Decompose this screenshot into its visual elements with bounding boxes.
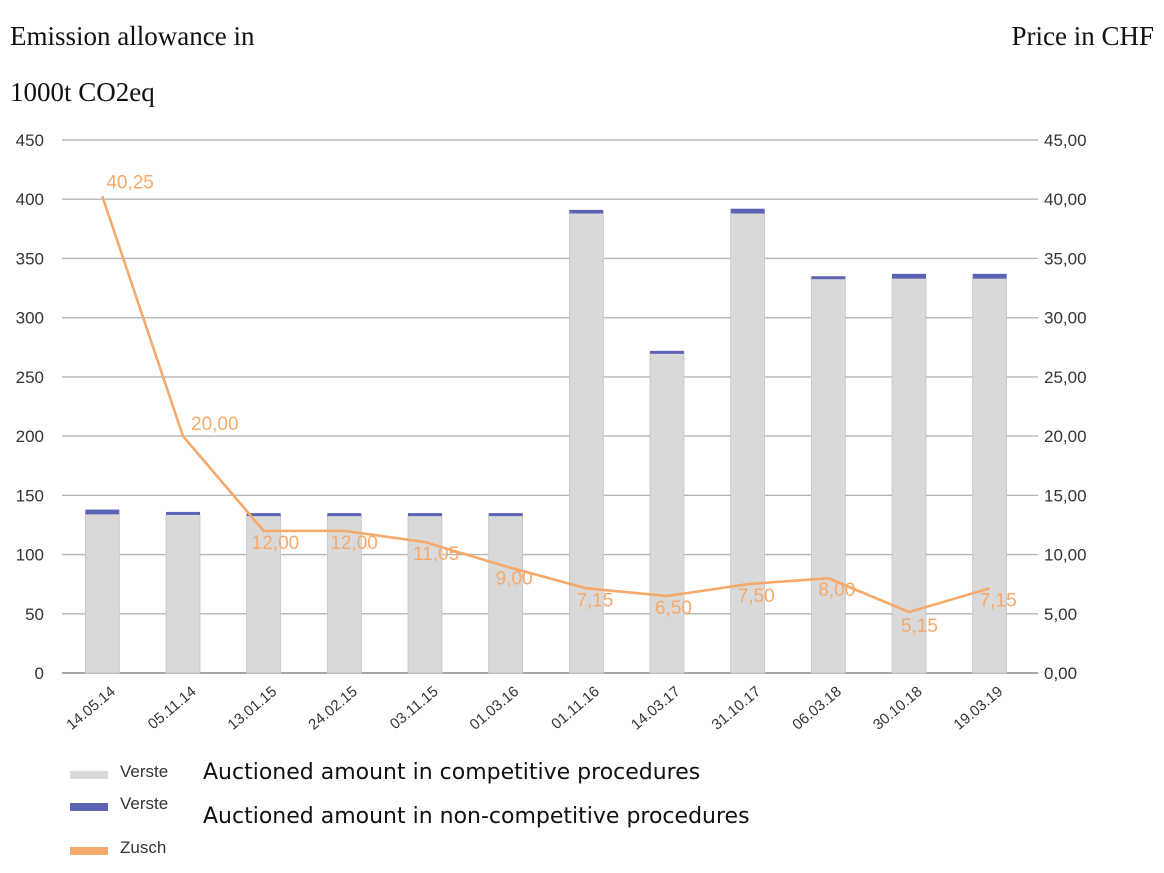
bar-competitive	[568, 213, 604, 674]
x-tick-label: 14.05.14	[63, 683, 119, 734]
y-right-tick-label: 10,00	[1044, 546, 1087, 565]
x-tick-label: 24.02.15	[305, 683, 361, 734]
x-tick-label: 05.11.14	[145, 683, 200, 733]
price-data-label: 5,15	[901, 616, 938, 637]
bar-competitive	[488, 515, 524, 674]
y-right-tick-label: 25,00	[1044, 368, 1087, 387]
y-left-tick-label: 100	[16, 546, 44, 565]
bar-noncompetitive	[408, 513, 442, 517]
legend-label-noncompetitive: Verste	[120, 794, 169, 813]
bar-noncompetitive	[730, 208, 765, 214]
legend-label-competitive: Verste	[120, 762, 169, 781]
y-axis-right-title: Price in CHF	[1011, 21, 1154, 51]
bar-competitive	[407, 515, 443, 674]
bar-competitive	[649, 352, 685, 674]
gridlines	[62, 139, 1038, 674]
y-left-tick-label: 250	[16, 368, 44, 387]
bar-noncompetitive	[811, 276, 846, 280]
legend-label-price: Zusch	[120, 838, 167, 857]
bar-noncompetitive	[166, 511, 200, 515]
price-data-label: 12,00	[252, 533, 300, 554]
legend-swatch-noncompetitive	[70, 803, 108, 811]
x-tick-label: 31.10.17	[709, 683, 765, 734]
price-line: 40,25 20,00 12,00 12,00 11,05 9,00 7,15 6,50 7,5…	[101, 172, 1017, 637]
price-data-label: 8,00	[818, 580, 855, 601]
bar-competitive	[891, 278, 927, 674]
y-left-tick-label: 50	[25, 605, 44, 624]
price-data-label: 12,00	[330, 533, 378, 554]
bar-competitive	[84, 513, 120, 674]
price-data-label: 20,00	[191, 414, 239, 435]
price-data-label: 40,25	[106, 172, 154, 193]
legend-swatch-competitive	[70, 771, 108, 779]
x-tick-label: 30.10.18	[870, 683, 926, 734]
bar-competitive	[730, 213, 766, 674]
y-right-tick-label: 30,00	[1044, 309, 1087, 328]
bar-noncompetitive	[892, 273, 926, 279]
bar-noncompetitive	[650, 350, 684, 354]
x-tick-label: 06.03.18	[789, 683, 845, 734]
legend-swatch-price	[70, 847, 108, 855]
y-left-tick-label: 150	[16, 486, 44, 505]
y-right-tick-label: 5,00	[1044, 605, 1077, 624]
bar-noncompetitive	[972, 273, 1007, 279]
y-axis-left-title-line1: Emission allowance in	[10, 21, 255, 51]
price-data-label: 6,50	[655, 598, 692, 619]
x-tick-label: 13.01.15	[225, 683, 281, 734]
y-axis-right-ticks: 45,00 40,00 35,00 30,00 25,00 20,00 15,00 10,00…	[1044, 131, 1087, 683]
bar-competitive	[810, 278, 846, 674]
y-right-tick-label: 35,00	[1044, 249, 1087, 268]
y-right-tick-label: 20,00	[1044, 427, 1087, 446]
y-right-tick-label: 40,00	[1044, 190, 1087, 209]
y-left-tick-label: 200	[16, 427, 44, 446]
y-right-tick-label: 15,00	[1044, 486, 1087, 505]
y-right-tick-label: 45,00	[1044, 131, 1087, 150]
y-left-tick-label: 0	[35, 664, 44, 683]
bar-noncompetitive	[85, 509, 120, 515]
bar-competitive	[165, 513, 201, 674]
x-tick-label: 03.11.15	[387, 683, 442, 733]
bar-noncompetitive	[488, 513, 523, 517]
y-left-tick-label: 400	[16, 190, 44, 209]
bar-competitive	[972, 278, 1008, 674]
bar-noncompetitive	[569, 209, 604, 214]
price-data-label: 7,15	[980, 590, 1017, 611]
bar-noncompetitive	[327, 513, 362, 517]
price-data-label: 11,05	[413, 544, 459, 565]
price-data-label: 7,15	[576, 590, 613, 611]
x-tick-label: 14.03.17	[628, 683, 684, 734]
y-left-tick-label: 350	[16, 249, 44, 268]
price-line-path	[101, 195, 991, 614]
x-tick-label: 01.11.16	[548, 683, 603, 733]
bar-noncompetitive	[246, 513, 281, 517]
y-left-tick-label: 450	[16, 131, 44, 150]
price-data-label: 7,50	[738, 586, 775, 607]
y-left-tick-label: 300	[16, 309, 44, 328]
y-right-tick-label: 0,00	[1044, 664, 1077, 683]
x-axis-ticks: 14.05.14 05.11.14 13.01.15 24.02.15 03.11.15…	[63, 683, 1006, 734]
bars	[84, 208, 1008, 674]
y-axis-left-title-line2: 1000t CO2eq	[10, 77, 155, 107]
x-tick-label: 01.03.16	[467, 683, 523, 734]
y-axis-left-ticks: 450 400 350 300 250 200 150 100 50 0	[16, 131, 44, 683]
legend-translation-noncompetitive: Auctioned amount in non-competitive proc…	[203, 804, 754, 829]
bar-competitive	[326, 515, 362, 674]
legend-translation-competitive: Auctioned amount in competitive procedur…	[203, 760, 705, 785]
x-tick-label: 19.03.19	[951, 683, 1007, 734]
price-data-label: 9,00	[496, 568, 533, 589]
chart: 450 400 350 300 250 200 150 100 50 0 45,00 40,00 35…	[16, 131, 1087, 734]
y-axis-left-title: Emission allowance in 1000t CO2eq	[10, 8, 254, 120]
